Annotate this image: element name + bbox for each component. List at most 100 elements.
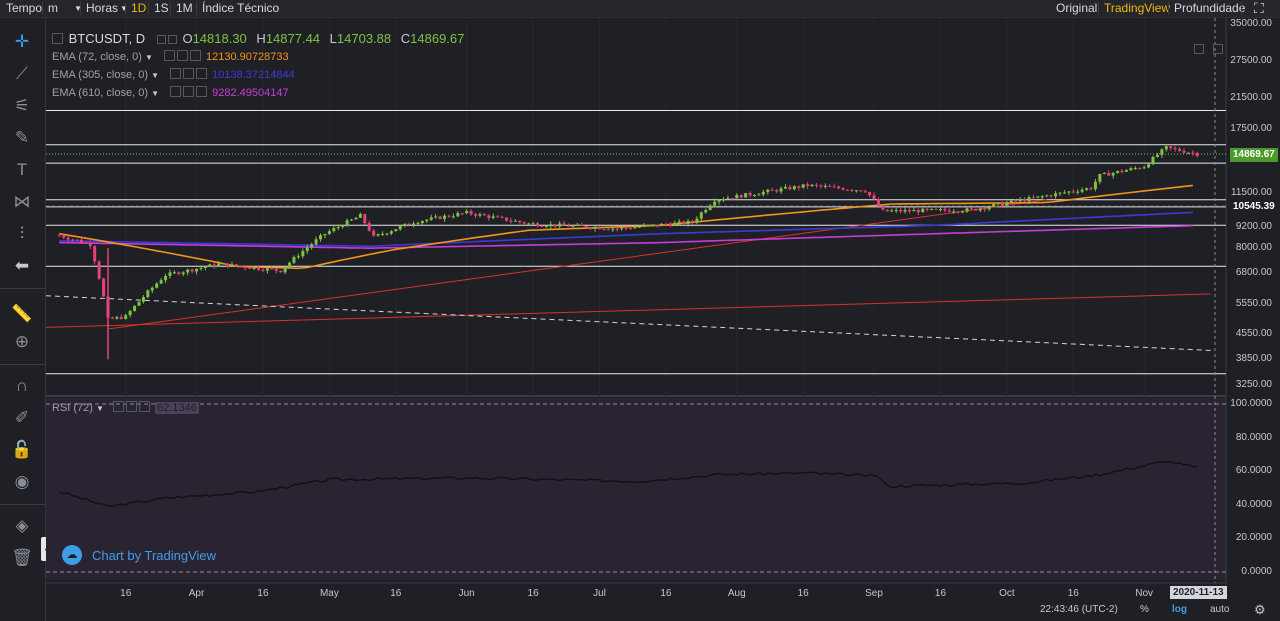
candle-body xyxy=(115,317,119,319)
collapse-icon[interactable] xyxy=(52,33,63,44)
trendline-red-rising xyxy=(107,199,1047,330)
view-depth[interactable]: Profundidade xyxy=(1174,1,1246,15)
trash-icon[interactable]: 🗑 xyxy=(11,548,33,567)
minutes-dropdown[interactable]: m ▼ xyxy=(44,0,84,17)
ruler-icon[interactable]: 📏 xyxy=(11,304,33,323)
brush-icon[interactable]: ✎ xyxy=(14,128,30,147)
zoom-in-icon[interactable]: ⊕ xyxy=(14,332,30,351)
close-icon[interactable] xyxy=(196,86,208,97)
candle-body xyxy=(314,239,318,245)
candle-body xyxy=(992,204,996,207)
close-icon[interactable] xyxy=(1212,44,1223,54)
settings-icon[interactable] xyxy=(176,50,188,61)
view-tradingview[interactable]: TradingView xyxy=(1104,1,1171,15)
candle-body xyxy=(443,215,447,219)
eye-icon[interactable] xyxy=(170,86,182,97)
eye-icon[interactable] xyxy=(113,401,125,412)
gear-icon[interactable]: ⚙ xyxy=(1254,602,1266,617)
candle-body xyxy=(593,227,597,229)
layers-icon[interactable]: ◈ xyxy=(15,516,29,535)
stay-in-drawing-icon[interactable]: ✐ xyxy=(14,408,30,427)
candle-body xyxy=(1049,195,1053,197)
price-tick-label: 3850.00 xyxy=(1235,353,1272,365)
text-icon[interactable]: T xyxy=(16,160,28,179)
time-tick-label: Sep xyxy=(865,588,883,599)
fullscreen-icon[interactable]: ⛶ xyxy=(1254,0,1264,16)
percent-toggle[interactable]: % xyxy=(1140,604,1149,615)
settings-icon[interactable] xyxy=(183,68,195,79)
candle-body xyxy=(71,239,75,241)
rsi-tick-label: 100.0000 xyxy=(1230,398,1272,409)
log-toggle[interactable]: log xyxy=(1172,604,1187,615)
candle-body xyxy=(425,219,429,222)
candle-body xyxy=(403,223,407,227)
candle-body xyxy=(474,214,478,216)
candle-body xyxy=(637,226,641,228)
time-tick-label: 16 xyxy=(934,588,947,599)
time-tick-label: 16 xyxy=(120,588,132,599)
rsi-legend[interactable]: RSI (72) ▼ 62.1346 xyxy=(52,401,199,416)
rsi-label: RSI (72) xyxy=(52,402,93,414)
candle-body xyxy=(75,239,79,241)
candle-body xyxy=(434,216,438,218)
tradingview-logo-icon: ☁ xyxy=(62,545,82,565)
interval-1s[interactable]: 1S xyxy=(154,1,169,15)
tradingview-watermark[interactable]: ☁ Chart by TradingView xyxy=(62,545,216,565)
price-tick-label: 4550.00 xyxy=(1235,327,1272,339)
time-tick-label: Nov xyxy=(1135,588,1154,599)
close-icon[interactable] xyxy=(196,68,208,79)
technical-index-button[interactable]: Índice Técnico xyxy=(202,1,280,15)
candle-body xyxy=(363,214,367,224)
candle-body xyxy=(1186,152,1190,154)
candle-body xyxy=(863,191,867,193)
candle-body xyxy=(996,202,1000,205)
divider xyxy=(148,2,149,15)
maximize-icon[interactable] xyxy=(1194,44,1204,54)
fib-retracement-icon[interactable]: ⚟ xyxy=(14,96,30,115)
candle-body xyxy=(615,228,619,230)
settings-icon[interactable] xyxy=(183,86,195,97)
candle-body xyxy=(735,195,739,199)
pane-controls[interactable] xyxy=(1194,44,1223,57)
close-icon[interactable] xyxy=(189,50,201,61)
view-original[interactable]: Original xyxy=(1056,1,1098,15)
ema72-legend[interactable]: EMA (72, close, 0) ▼ 12130.90728733 xyxy=(52,50,289,65)
lock-icon[interactable]: 🔓 xyxy=(11,440,33,459)
candle-body xyxy=(589,227,593,229)
candle-body xyxy=(354,217,358,220)
arrow-left-icon[interactable]: ⬅ xyxy=(14,256,30,275)
candle-body xyxy=(934,208,938,210)
eye-icon[interactable]: ◉ xyxy=(14,472,30,491)
auto-toggle[interactable]: auto xyxy=(1210,604,1230,615)
divider xyxy=(80,2,81,15)
hours-dropdown[interactable]: Horas▼ xyxy=(82,0,130,17)
candle-body xyxy=(336,226,340,229)
interval-1d[interactable]: 1D xyxy=(131,1,147,15)
eye-icon[interactable] xyxy=(170,68,182,79)
crosshair-icon[interactable]: ✛ xyxy=(14,32,30,51)
trend-line-icon[interactable]: ⟋ xyxy=(16,64,28,83)
trendline-red-lower xyxy=(45,293,1211,328)
prediction-icon[interactable]: ⫶ xyxy=(19,224,25,243)
pattern-icon[interactable]: ⋈ xyxy=(13,192,31,211)
ema610-legend[interactable]: EMA (610, close, 0) ▼ 9282.49504147 xyxy=(52,86,289,101)
candle-body xyxy=(283,267,287,273)
interval-1m[interactable]: 1M xyxy=(176,1,193,15)
candle-body xyxy=(1062,192,1066,194)
settings-icon[interactable] xyxy=(156,31,183,46)
candle-body xyxy=(903,209,907,212)
ema305-legend[interactable]: EMA (305, close, 0) ▼ 10138.37214844 xyxy=(52,68,295,83)
magnet-icon[interactable]: ∩ xyxy=(15,376,29,395)
candle-body xyxy=(1054,193,1058,197)
eye-icon[interactable] xyxy=(163,50,175,61)
candle-body xyxy=(274,268,278,271)
candle-body xyxy=(1182,150,1186,153)
candle-body xyxy=(438,216,442,219)
close-icon[interactable] xyxy=(139,401,151,412)
divider xyxy=(0,364,45,365)
candle-body xyxy=(801,184,805,188)
candle-body xyxy=(659,223,663,226)
reference-price-tag: 10545.39 xyxy=(1230,200,1278,214)
settings-icon[interactable] xyxy=(126,401,138,412)
